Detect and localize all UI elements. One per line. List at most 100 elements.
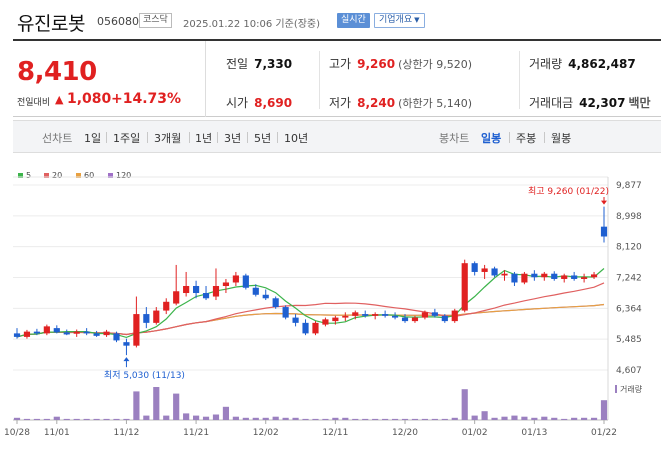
open-cell: 시가 8,690 bbox=[226, 94, 292, 116]
candle-body-29 bbox=[302, 322, 309, 334]
candle-32 bbox=[332, 315, 339, 325]
divider bbox=[544, 132, 545, 143]
candle-41 bbox=[421, 310, 428, 320]
chart-grid bbox=[13, 176, 609, 421]
candle-47 bbox=[481, 264, 488, 279]
candle-13 bbox=[143, 307, 150, 329]
candle-25 bbox=[262, 289, 269, 301]
candle-28 bbox=[292, 314, 299, 327]
stock-header: 유진로봇 056080 코스닥 2025.01.22 10:06 기준(장중) … bbox=[0, 0, 670, 38]
period-monthly[interactable]: 월봉 bbox=[551, 132, 572, 145]
period-3m[interactable]: 3개월 bbox=[154, 132, 182, 145]
legend-swatch-1 bbox=[44, 173, 49, 178]
x-tick-label-8: 01/13 bbox=[521, 428, 547, 438]
period-weekly[interactable]: 주봉 bbox=[516, 132, 537, 145]
volume-bar-44 bbox=[451, 417, 458, 420]
candle-5 bbox=[63, 329, 70, 336]
period-10y[interactable]: 10년 bbox=[284, 132, 309, 145]
candle-chart-label: 봉차트 bbox=[439, 132, 470, 145]
period-1d[interactable]: 1일 bbox=[84, 132, 102, 145]
candle-body-31 bbox=[322, 319, 329, 325]
candle-body-53 bbox=[541, 273, 548, 278]
period-1w[interactable]: 1주일 bbox=[113, 132, 141, 145]
candle-40 bbox=[411, 315, 419, 323]
candle-23 bbox=[242, 273, 249, 290]
candle-body-5 bbox=[63, 332, 70, 335]
high-label: 고가 bbox=[329, 57, 352, 71]
quote-panel: 8,410 전일대비 ▲ 1,080 +14.73% 전일 7,330 고가 9,2… bbox=[13, 39, 661, 117]
open-label: 시가 bbox=[226, 96, 249, 110]
realtime-button[interactable]: 실시간 bbox=[337, 13, 370, 28]
candle-51 bbox=[521, 271, 528, 285]
volume-bar-6 bbox=[73, 418, 80, 420]
max-arrow-head bbox=[601, 200, 607, 205]
candle-59 bbox=[600, 206, 608, 243]
volume-bar-5 bbox=[63, 418, 70, 420]
quote-timestamp: 2025.01.22 10:06 기준(장중) bbox=[183, 19, 321, 30]
period-1y[interactable]: 1년 bbox=[195, 132, 213, 145]
candle-10 bbox=[113, 331, 120, 343]
candle-body-15 bbox=[163, 301, 170, 311]
candle-48 bbox=[491, 266, 498, 278]
volume-bar-36 bbox=[372, 418, 379, 420]
candle-44 bbox=[451, 308, 458, 323]
candlestick-chart: 5 20 60 120 9,877 8,998 8,120 7,242 6,364 5,485 4… bbox=[4, 171, 643, 438]
volume-bar-1 bbox=[23, 418, 31, 420]
chevron-down-icon: ▼ bbox=[414, 16, 420, 24]
divider bbox=[189, 132, 190, 143]
y-tick-label-4: 6,364 bbox=[616, 304, 642, 314]
x-tick-label-3: 11/21 bbox=[183, 428, 209, 438]
candle-20 bbox=[212, 268, 220, 301]
low-label: 저가 bbox=[329, 96, 352, 110]
candle-11 bbox=[123, 338, 130, 356]
candle-2 bbox=[33, 328, 40, 336]
candle-body-7 bbox=[83, 331, 90, 334]
candle-24 bbox=[252, 284, 259, 297]
volume-bar-19 bbox=[202, 416, 210, 420]
candle-17 bbox=[183, 271, 190, 297]
turnover-cell: 거래대금 42,307 백만 bbox=[529, 94, 651, 116]
volume-bar-25 bbox=[262, 417, 269, 420]
candle-body-21 bbox=[222, 282, 230, 286]
upper-limit: (상한가 9,520) bbox=[398, 58, 473, 71]
volume-bar-37 bbox=[382, 418, 389, 420]
y-tick-label-3: 7,242 bbox=[616, 274, 642, 284]
candle-39 bbox=[401, 314, 409, 323]
candle-body-41 bbox=[421, 312, 428, 318]
volume-bar-50 bbox=[511, 415, 518, 420]
min-arrow-head bbox=[123, 357, 130, 362]
high-cell: 고가 9,260 (상한가 9,520) bbox=[329, 55, 472, 77]
volume-bar-11 bbox=[123, 418, 130, 420]
volume-bar-18 bbox=[193, 415, 200, 420]
volume-bar-14 bbox=[153, 387, 160, 420]
volume-legend-swatch bbox=[615, 385, 617, 393]
divider bbox=[147, 132, 148, 143]
candles bbox=[13, 206, 608, 356]
candle-31 bbox=[322, 317, 329, 327]
period-3y[interactable]: 3년 bbox=[224, 132, 242, 145]
period-daily[interactable]: 일봉 bbox=[481, 132, 502, 145]
candle-26 bbox=[272, 296, 279, 309]
candle-body-39 bbox=[401, 317, 409, 322]
company-overview-button[interactable]: 기업개요 ▼ bbox=[374, 13, 425, 28]
turnover-value: 42,307 bbox=[579, 96, 626, 110]
chart-annotations: 최고 9,260 (01/22) 최저 5,030 (11/13) bbox=[104, 186, 609, 381]
current-price-box: 8,410 전일대비 ▲ 1,080 +14.73% bbox=[13, 41, 206, 117]
min-price-annotation: 최저 5,030 (11/13) bbox=[104, 370, 185, 381]
volume-cell: 거래량 4,862,487 bbox=[529, 55, 636, 77]
legend-swatch-2 bbox=[76, 173, 81, 178]
candle-body-57 bbox=[581, 277, 588, 279]
candle-9 bbox=[103, 329, 110, 337]
volume-bar-53 bbox=[541, 416, 548, 420]
prev-close-cell: 전일 7,330 bbox=[226, 55, 292, 77]
volume-bar-20 bbox=[212, 414, 220, 420]
period-5y[interactable]: 5년 bbox=[254, 132, 272, 145]
candle-57 bbox=[581, 273, 588, 283]
candle-body-56 bbox=[571, 275, 578, 279]
candle-body-34 bbox=[352, 312, 359, 316]
change-label: 전일대비 bbox=[17, 98, 51, 108]
volume-bar-51 bbox=[521, 416, 528, 420]
line-chart-label: 선차트 bbox=[42, 132, 73, 145]
divider bbox=[319, 51, 320, 109]
candle-12 bbox=[133, 296, 140, 348]
